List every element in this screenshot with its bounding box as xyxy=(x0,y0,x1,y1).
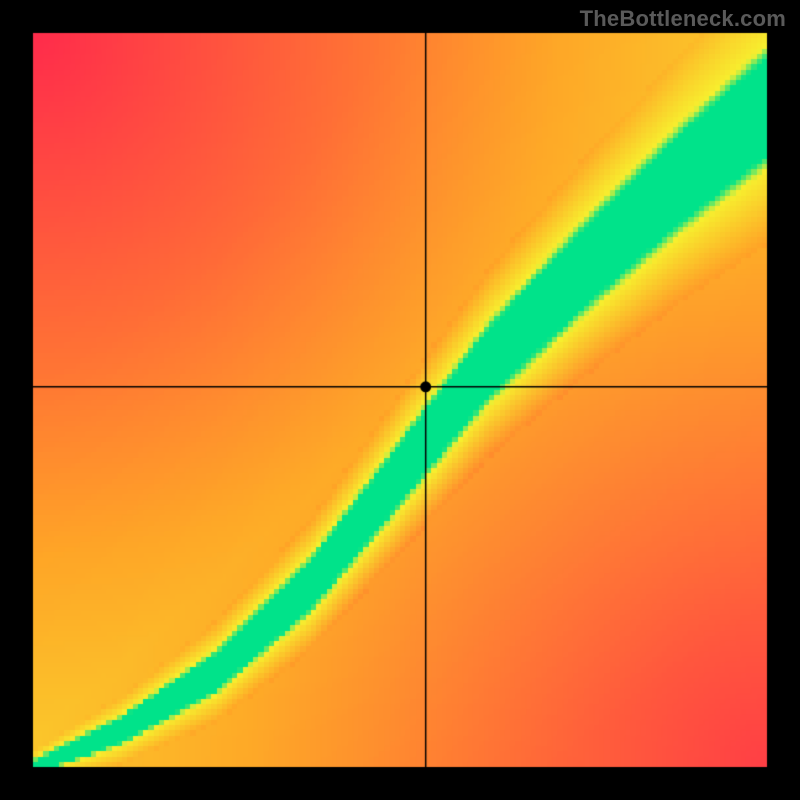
bottleneck-heatmap xyxy=(0,0,800,800)
chart-container: TheBottleneck.com xyxy=(0,0,800,800)
watermark-text: TheBottleneck.com xyxy=(580,6,786,32)
